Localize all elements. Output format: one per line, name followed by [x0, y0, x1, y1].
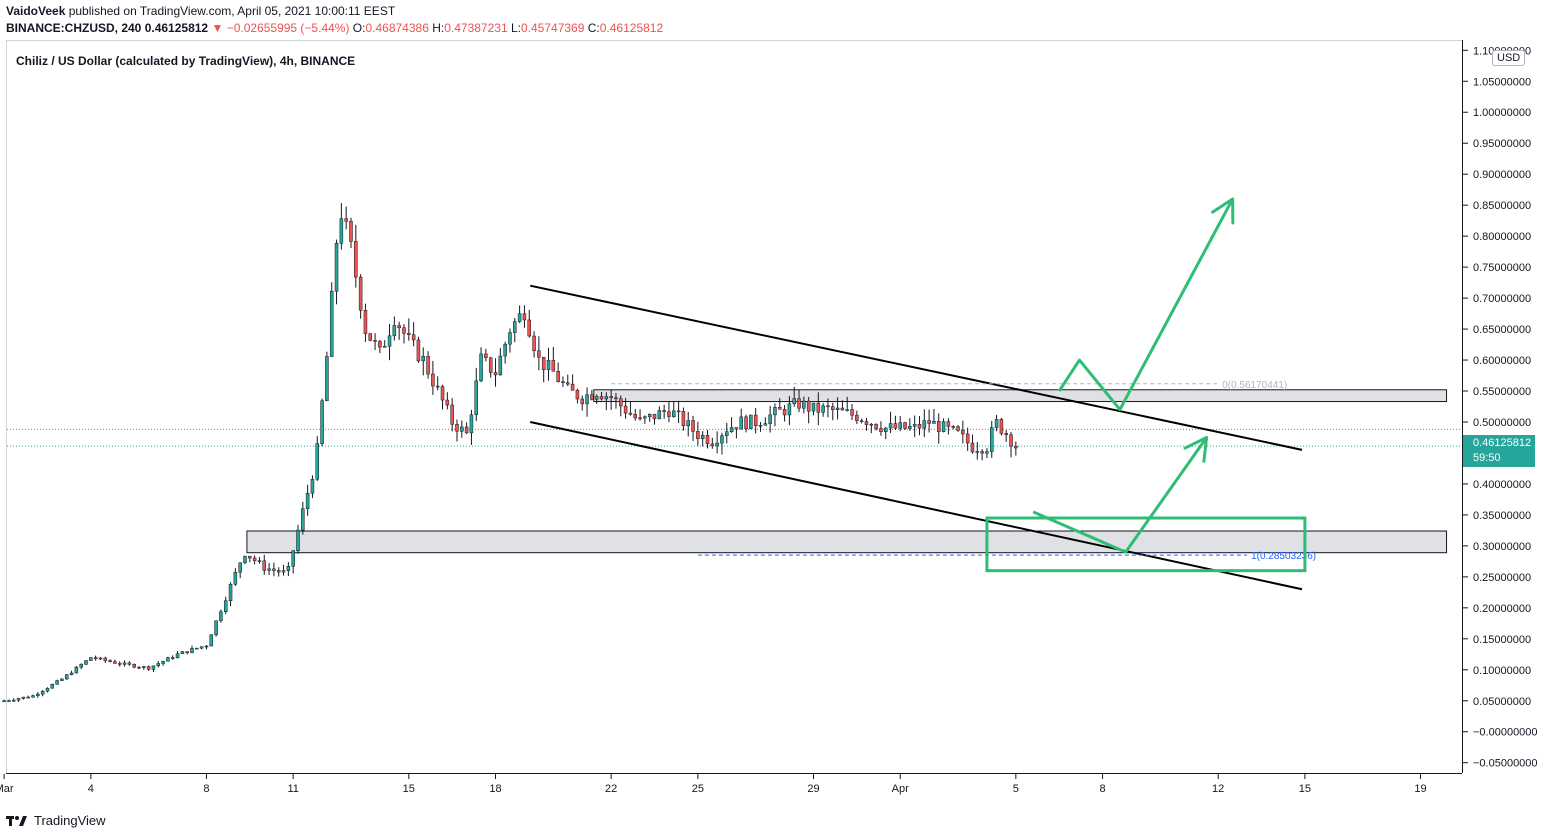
open-value: 0.46874386	[365, 21, 429, 35]
pair-title: Chiliz / US Dollar (calculated by Tradin…	[16, 54, 356, 68]
chart-area[interactable]	[6, 40, 1463, 774]
change-arrow-icon: ▼	[211, 21, 224, 35]
price-change: −0.02655995 (−5.44%)	[226, 21, 350, 35]
price-axis[interactable]	[1462, 40, 1559, 773]
close-value: 0.46125812	[599, 21, 664, 35]
tradingview-logo-icon[interactable]	[6, 814, 28, 828]
last-price-box-price: 0.46125812	[1473, 437, 1532, 449]
low-value: 0.45747369	[520, 21, 585, 35]
author-name[interactable]: VaidoVeek	[6, 4, 66, 18]
open-label: O:	[352, 21, 366, 35]
time-axis[interactable]	[6, 773, 1462, 804]
symbol-line: BINANCE:CHZUSD, 240	[6, 21, 142, 35]
header-line-2: BINANCE:CHZUSD, 240 0.46125812 ▼ −0.0265…	[6, 21, 663, 35]
low-label: L:	[510, 21, 521, 35]
footer: TradingView	[6, 813, 106, 828]
last-price-label: 0.46125812 59:50	[1463, 435, 1535, 467]
last-price: 0.46125812	[144, 21, 209, 35]
last-price-box-countdown: 59:50	[1473, 452, 1501, 464]
high-value: 0.47387231	[444, 21, 508, 35]
published-text: published on TradingView.com, April 05, …	[65, 4, 396, 18]
header-line-1: VaidoVeek published on TradingView.com, …	[6, 4, 395, 18]
high-label: H:	[432, 21, 445, 35]
footer-brand[interactable]: TradingView	[34, 813, 106, 828]
close-label: C:	[587, 21, 600, 35]
currency-badge[interactable]: USD	[1492, 50, 1526, 66]
